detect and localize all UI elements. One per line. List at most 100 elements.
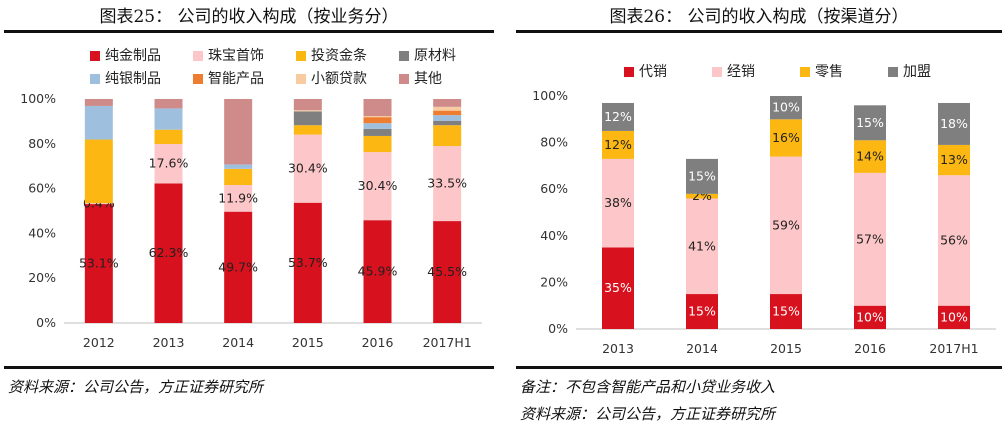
bar-segment [854,105,886,141]
data-label: 30.4% [288,161,328,176]
x-tick-label: 2012 [83,335,115,350]
y-tick-label: 80% [540,135,568,150]
bar-segment [363,152,392,221]
bar-segment [686,158,718,194]
legend-swatch [193,74,203,84]
bar-segment [854,172,886,306]
chart-title: 图表25： 公司的收入构成（按业务分） [99,7,399,27]
y-tick-label: 100% [20,91,56,106]
data-label: 12% [604,109,632,124]
bar-segment [224,164,253,169]
bar-segment [686,198,718,295]
channel-revenue-panel: 图表26： 公司的收入构成（按渠道分） 代销 经销 零售 加盟 0% 20% 40% 60% 8… [516,0,1002,437]
bar-segment [602,102,634,131]
data-label: 62.3% [149,245,189,260]
data-label: 12% [604,137,632,152]
y-tick-label: 0% [548,321,568,336]
channel-revenue-chart: 代销 经销 零售 加盟 0% 20% 40% 60% 80% 100% 35% 38% 12% 12% 20… [532,64,996,356]
data-label: 13% [940,152,968,167]
bar-segment [293,110,322,112]
legend-swatch [712,67,722,77]
data-label: 15% [772,304,800,319]
chart-title: 图表26： 公司的收入构成（按渠道分） [609,7,909,27]
data-label: 49.7% [218,259,258,274]
legend-label: 珠宝首饰 [208,48,264,64]
legend-label: 其他 [414,71,442,87]
legend-swatch [624,67,634,77]
data-label: 15% [688,168,716,183]
legend-label: 经销 [727,64,755,80]
data-label: 14% [856,149,884,164]
data-label: 17.6% [149,156,189,171]
legend-label: 代销 [639,64,667,80]
bar-segment [84,99,113,106]
bottom-rule [4,366,494,369]
bar-segment [154,183,183,323]
x-tick-label: 2017H1 [423,335,472,350]
bar-segment [84,203,113,205]
y-tick-label: 40% [28,225,56,240]
y-tick-label: 40% [540,228,568,243]
bar-segment [938,102,970,145]
bar-segment [293,202,322,323]
bar-segment [433,115,462,121]
data-label: 38% [604,195,632,210]
bar-segment [602,158,634,248]
data-label: 41% [688,238,716,253]
bar-segment [293,111,322,126]
bar-segment [770,119,802,157]
bar-segment [433,125,462,147]
bar-segment [224,211,253,323]
x-tick-label: 2016 [854,341,886,356]
bar-segment [363,220,392,323]
data-label: 10% [772,100,800,115]
data-label: 15% [688,304,716,319]
y-tick-label: 20% [28,270,56,285]
bar-segment [602,247,634,329]
bar-segment [686,294,718,329]
bar-segment [154,144,183,184]
bar-segment [686,193,718,199]
bar-segment [363,135,392,153]
y-tick-label: 100% [532,88,568,103]
y-tick-label: 20% [540,274,568,289]
bar-segment [84,204,113,323]
bar-segment [770,294,802,329]
remark-note: 备注：不包含智能产品和小贷业务收入 [520,378,776,396]
bar-segment [938,144,970,176]
data-label: 18% [940,116,968,131]
x-tick-label: 2014 [686,341,718,356]
source-note: 资料来源：公司公告，方正证券研究所 [8,378,264,396]
bar-segment [224,168,253,186]
y-tick-label: 0% [36,315,56,330]
business-revenue-panel: 图表25： 公司的收入构成（按业务分） 纯金制品 珠宝首饰 投资金条 原材料 纯银制品 智… [4,0,494,437]
legend-swatch [90,51,100,61]
data-label: 59% [772,217,800,232]
x-tick-label: 2017H1 [929,341,978,356]
data-label: 10% [940,309,968,324]
bar-segment [363,99,392,117]
legend-label: 零售 [815,64,843,80]
legend-label: 纯金制品 [105,48,161,64]
x-tick-label: 2016 [362,335,394,350]
data-label: 56% [940,232,968,247]
legend-label: 原材料 [414,48,456,64]
bar-segment [293,125,322,135]
legend-swatch [399,74,409,84]
data-label: 33.5% [427,176,467,191]
bar-segment [854,305,886,329]
legend-label: 加盟 [903,64,931,80]
bar-segment [938,305,970,329]
bar-segment [293,134,322,203]
data-label: 45.9% [358,264,398,279]
bar-segment [84,105,113,140]
bottom-rule [516,366,1002,369]
y-tick-label: 80% [28,136,56,151]
legend-swatch [90,74,100,84]
bar-segment [433,221,462,323]
legend-swatch [888,67,898,77]
bar-segment [433,99,462,107]
bar-segment [854,140,886,173]
bar-segment [770,156,802,295]
x-tick-label: 2014 [222,335,254,350]
